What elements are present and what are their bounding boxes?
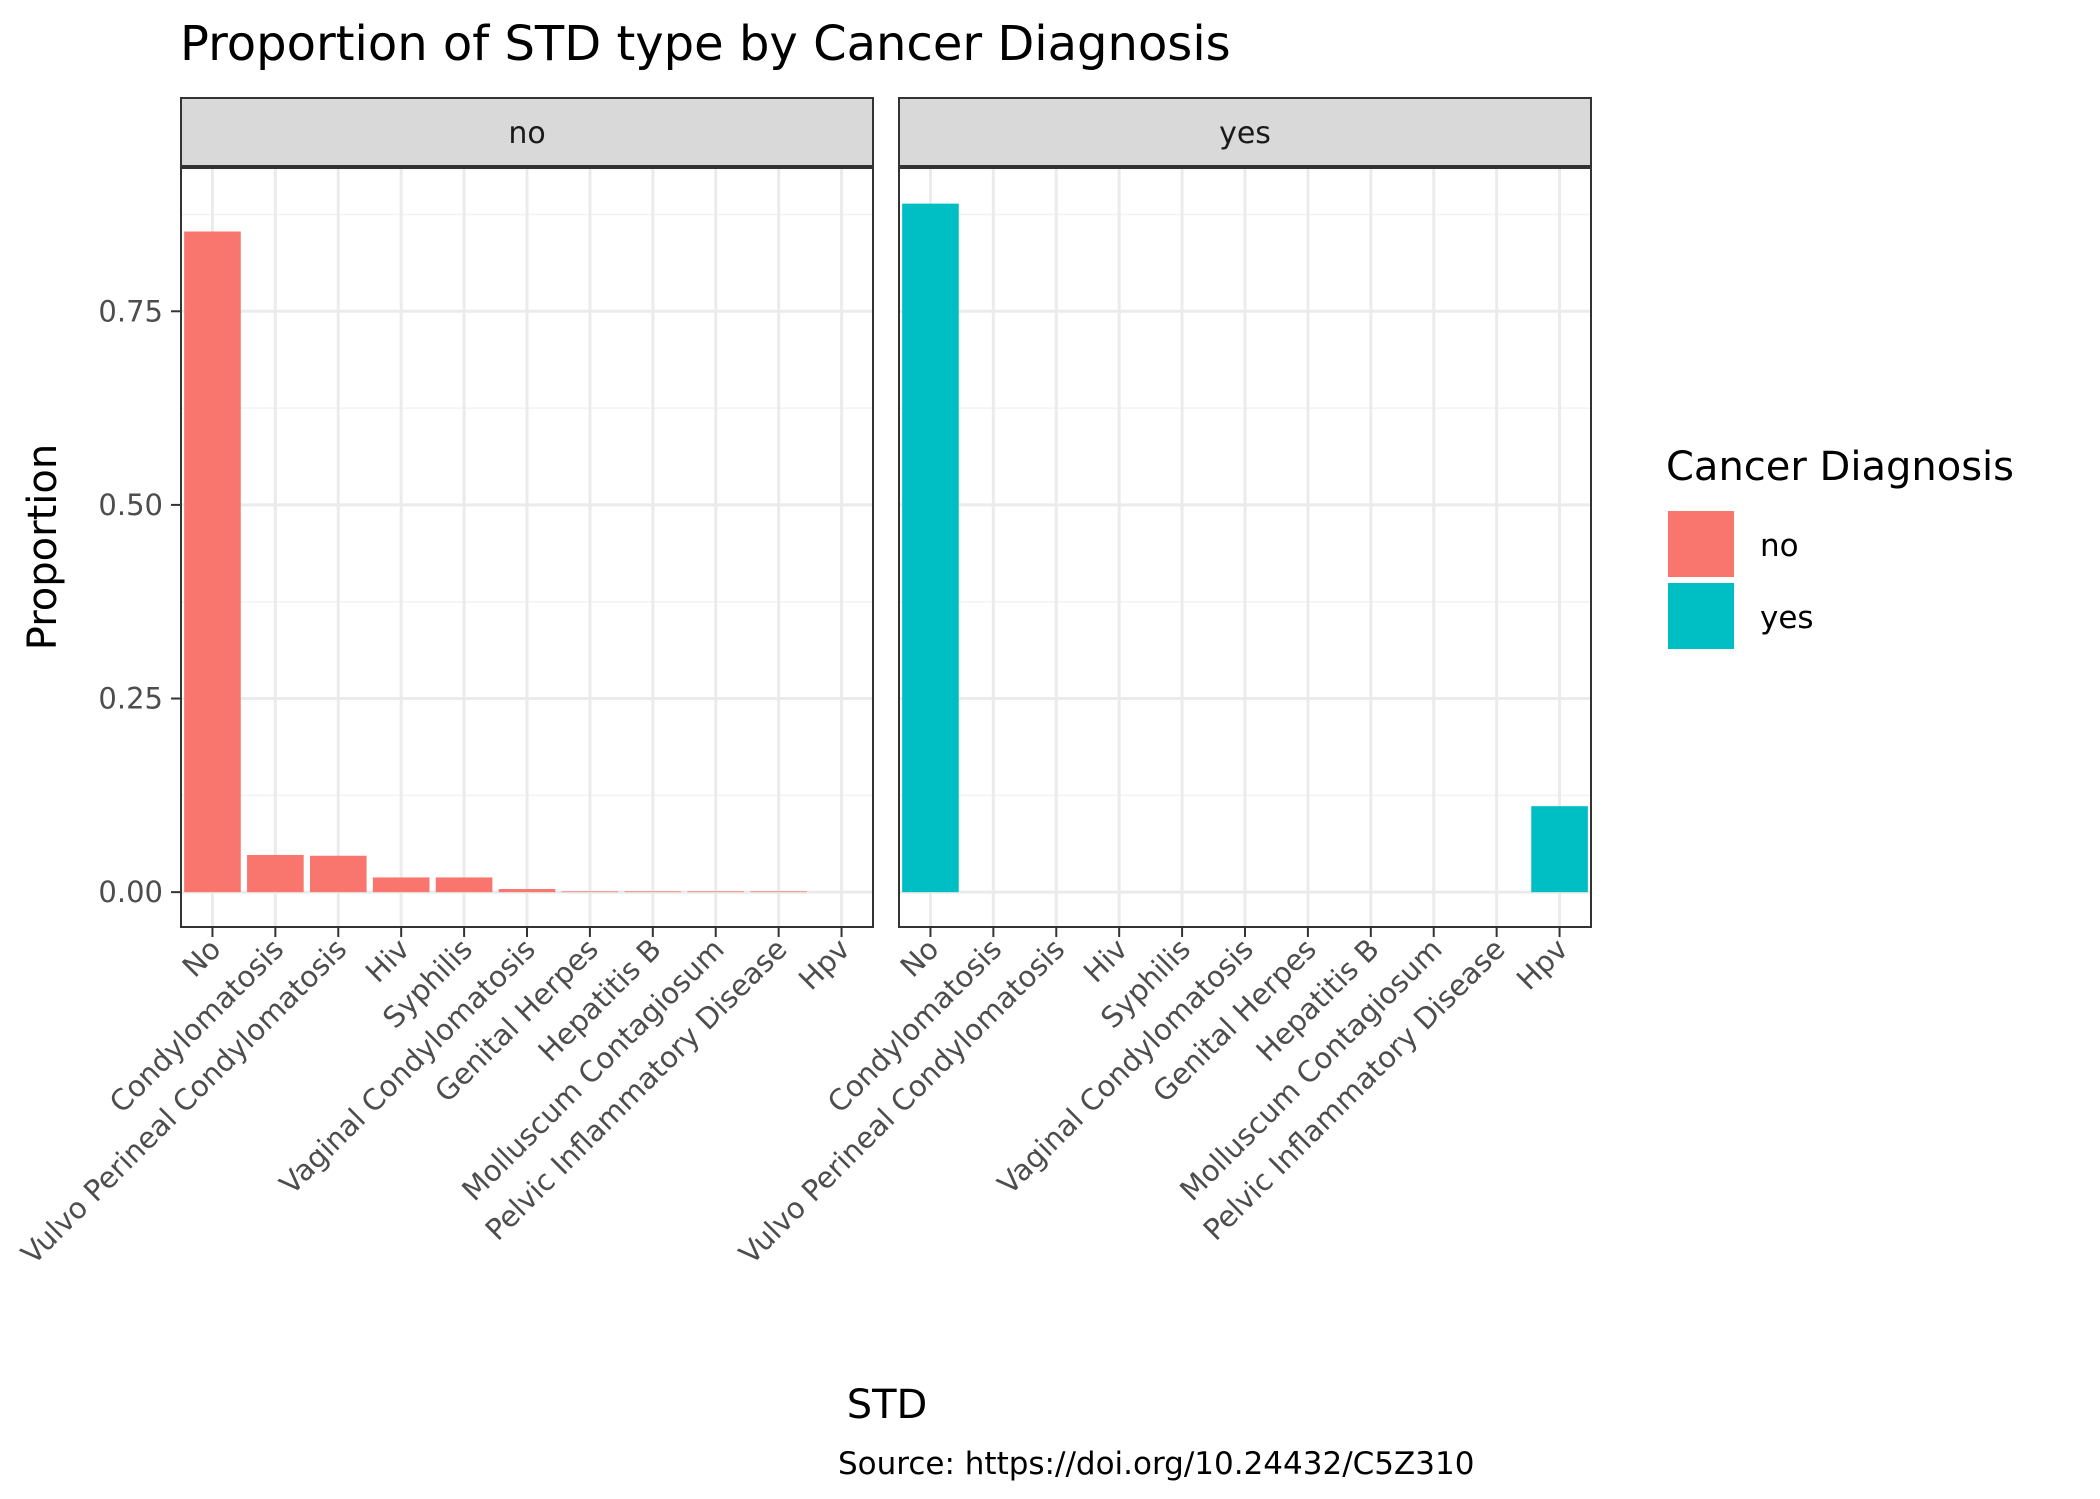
bar-no-syphilis (435, 877, 493, 893)
bar-no-molluscum-contagiosum (687, 891, 745, 893)
bar-no-hiv (372, 877, 430, 893)
bar-no-hepatitis-b (624, 891, 682, 893)
strip-no (180, 97, 874, 167)
strip-label-yes: yes (1219, 116, 1271, 151)
y-tick-label: 0.25 (98, 682, 163, 716)
y-axis-title: Proportion (20, 444, 66, 650)
legend-title: Cancer Diagnosis (1666, 444, 2014, 490)
legend-key-no (1668, 511, 1734, 577)
x-tick-label: No (175, 932, 227, 984)
source-caption: Source: https://doi.org/10.24432/C5Z310 (838, 1446, 1474, 1482)
x-axis-title: STD (847, 1382, 928, 1428)
x-tick-label: Vulvo Perineal Condylomatosis (732, 932, 1071, 1271)
bar-yes-no (902, 203, 959, 893)
x-tick-label: Vulvo Perineal Condylomatosis (14, 932, 353, 1271)
legend-label-no: no (1760, 528, 1799, 564)
y-tick-label: 0.75 (98, 294, 163, 328)
legend-key-yes (1668, 583, 1734, 649)
x-tick-label: No (893, 932, 945, 984)
y-tick-label: 0.50 (98, 488, 163, 522)
y-tick-label: 0.00 (98, 875, 163, 909)
legend: Cancer Diagnosis no yes (1666, 444, 2014, 649)
legend-label-yes: yes (1760, 600, 1814, 636)
bar-no-pelvic-inflammatory-disease (750, 891, 807, 893)
bar-no-no (184, 231, 241, 893)
bar-yes-hpv (1531, 806, 1588, 893)
bar-no-vulvo-perineal-condylomatosis (309, 855, 367, 893)
bar-no-condylomatosis (247, 854, 304, 893)
strip-label-no: no (508, 116, 545, 151)
bar-no-genital-herpes (561, 891, 619, 893)
strip-yes (898, 97, 1592, 167)
x-tick-label: Hpv (1510, 932, 1575, 997)
x-tick-label: Hpv (792, 932, 857, 997)
bar-no-vaginal-condylomatosis (498, 889, 556, 893)
chart-title: Proportion of STD type by Cancer Diagnos… (180, 16, 1231, 72)
